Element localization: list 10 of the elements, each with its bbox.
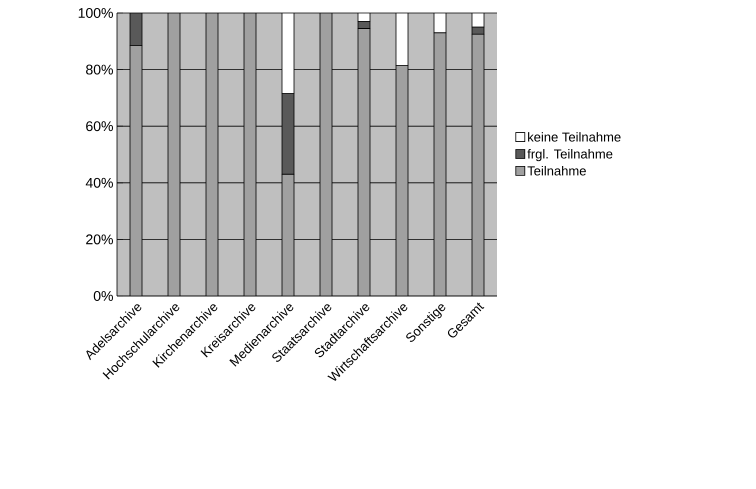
- y-tick-label: 0%: [94, 291, 113, 301]
- legend-label: keine Teilnahme: [528, 132, 621, 142]
- y-tick-label: 80%: [86, 64, 113, 75]
- legend-label: frgl. Teilnahme: [527, 149, 612, 162]
- y-tick-label: 20%: [86, 234, 113, 244]
- y-tick-label: 40%: [86, 178, 113, 188]
- bar: [282, 93, 294, 175]
- y-tick-label: 100%: [78, 8, 113, 18]
- y-tick-label: 60%: [86, 121, 113, 132]
- legend-label: Teilnahme: [528, 166, 586, 176]
